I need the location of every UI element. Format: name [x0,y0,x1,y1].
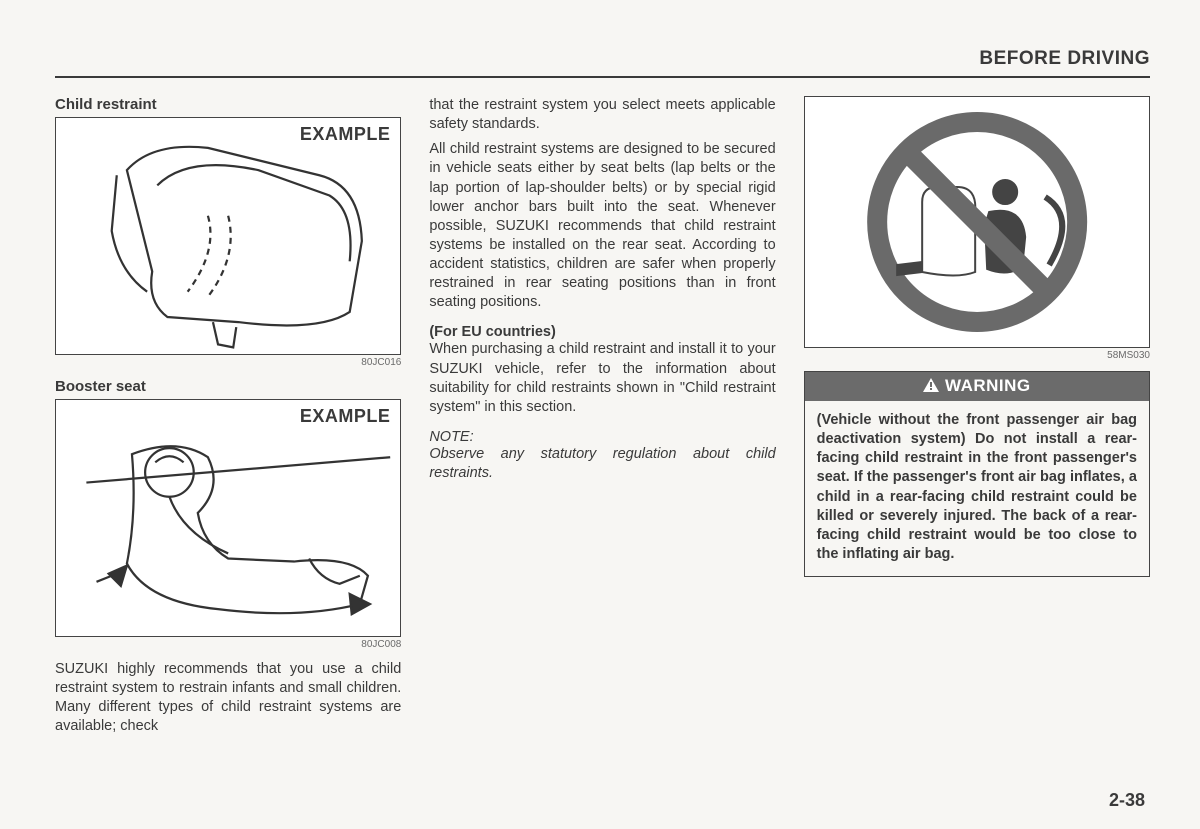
example-label: EXAMPLE [300,406,391,427]
column-3: 58MS030 WARNING (Vehicle without the fro… [804,96,1150,749]
warning-box: WARNING (Vehicle without the front passe… [804,371,1150,577]
warning-triangle-icon [923,377,939,397]
child-restraint-heading: Child restraint [55,96,401,113]
col2-para2: All child restraint systems are designed… [429,140,775,312]
content-columns: Child restraint EXAMPLE 80JC016 Booster … [55,96,1150,749]
figure-code-2: 80JC008 [55,639,401,650]
col2-para1: that the restraint system you select mee… [429,96,775,134]
warning-title: WARNING [945,376,1031,395]
warning-header: WARNING [805,372,1149,401]
example-label: EXAMPLE [300,124,391,145]
figure-code-1: 80JC016 [55,357,401,368]
section-header: BEFORE DRIVING [55,48,1150,78]
note-body: Observe any statutory regulation about c… [429,445,775,483]
warning-body: (Vehicle without the front passenger air… [805,401,1149,576]
col1-paragraph: SUZUKI highly recommends that you use a … [55,660,401,737]
col2-para3: When purchasing a child restraint and in… [429,340,775,417]
column-1: Child restraint EXAMPLE 80JC016 Booster … [55,96,401,749]
eu-countries-heading: (For EU countries) [429,324,775,340]
prohibition-sign-icon [805,97,1149,347]
booster-seat-illustration-icon [56,400,400,636]
column-2: that the restraint system you select mee… [429,96,775,749]
child-restraint-figure: EXAMPLE [55,117,401,355]
prohibition-figure [804,96,1150,348]
page-number: 2-38 [1109,790,1145,811]
child-seat-illustration-icon [56,118,400,354]
booster-seat-figure: EXAMPLE [55,399,401,637]
figure-code-3: 58MS030 [804,350,1150,361]
booster-seat-heading: Booster seat [55,378,401,395]
note-label: NOTE: [429,429,775,445]
